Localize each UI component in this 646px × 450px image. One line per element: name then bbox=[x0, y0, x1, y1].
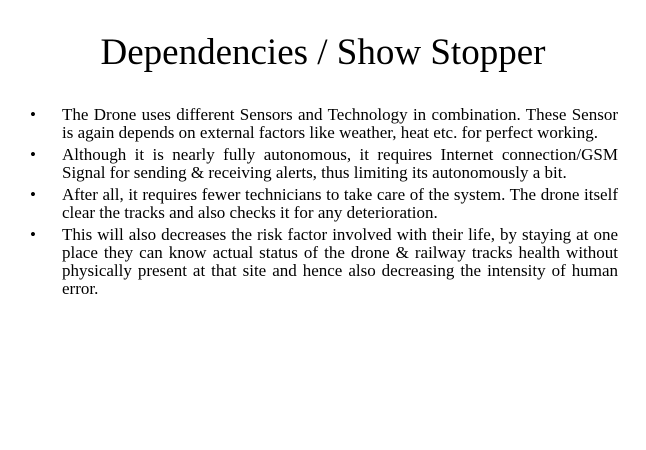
bullet-item-3: • After all, it requires fewer technicia… bbox=[30, 186, 618, 222]
bullet-text: This will also decreases the risk factor… bbox=[62, 225, 618, 298]
bullet-list: • The Drone uses different Sensors and T… bbox=[30, 106, 618, 302]
bullet-dot-icon: • bbox=[30, 105, 36, 124]
bullet-text: After all, it requires fewer technicians… bbox=[62, 185, 618, 222]
bullet-dot-icon: • bbox=[30, 185, 36, 204]
bullet-text: Although it is nearly fully autonomous, … bbox=[62, 145, 618, 182]
bullet-dot-icon: • bbox=[30, 225, 36, 244]
bullet-item-1: • The Drone uses different Sensors and T… bbox=[30, 106, 618, 142]
bullet-dot-icon: • bbox=[30, 145, 36, 164]
slide-title: Dependencies / Show Stopper bbox=[100, 32, 546, 73]
bullet-text: The Drone uses different Sensors and Tec… bbox=[62, 105, 618, 142]
bullet-item-2: • Although it is nearly fully autonomous… bbox=[30, 146, 618, 182]
bullet-item-4: • This will also decreases the risk fact… bbox=[30, 226, 618, 298]
